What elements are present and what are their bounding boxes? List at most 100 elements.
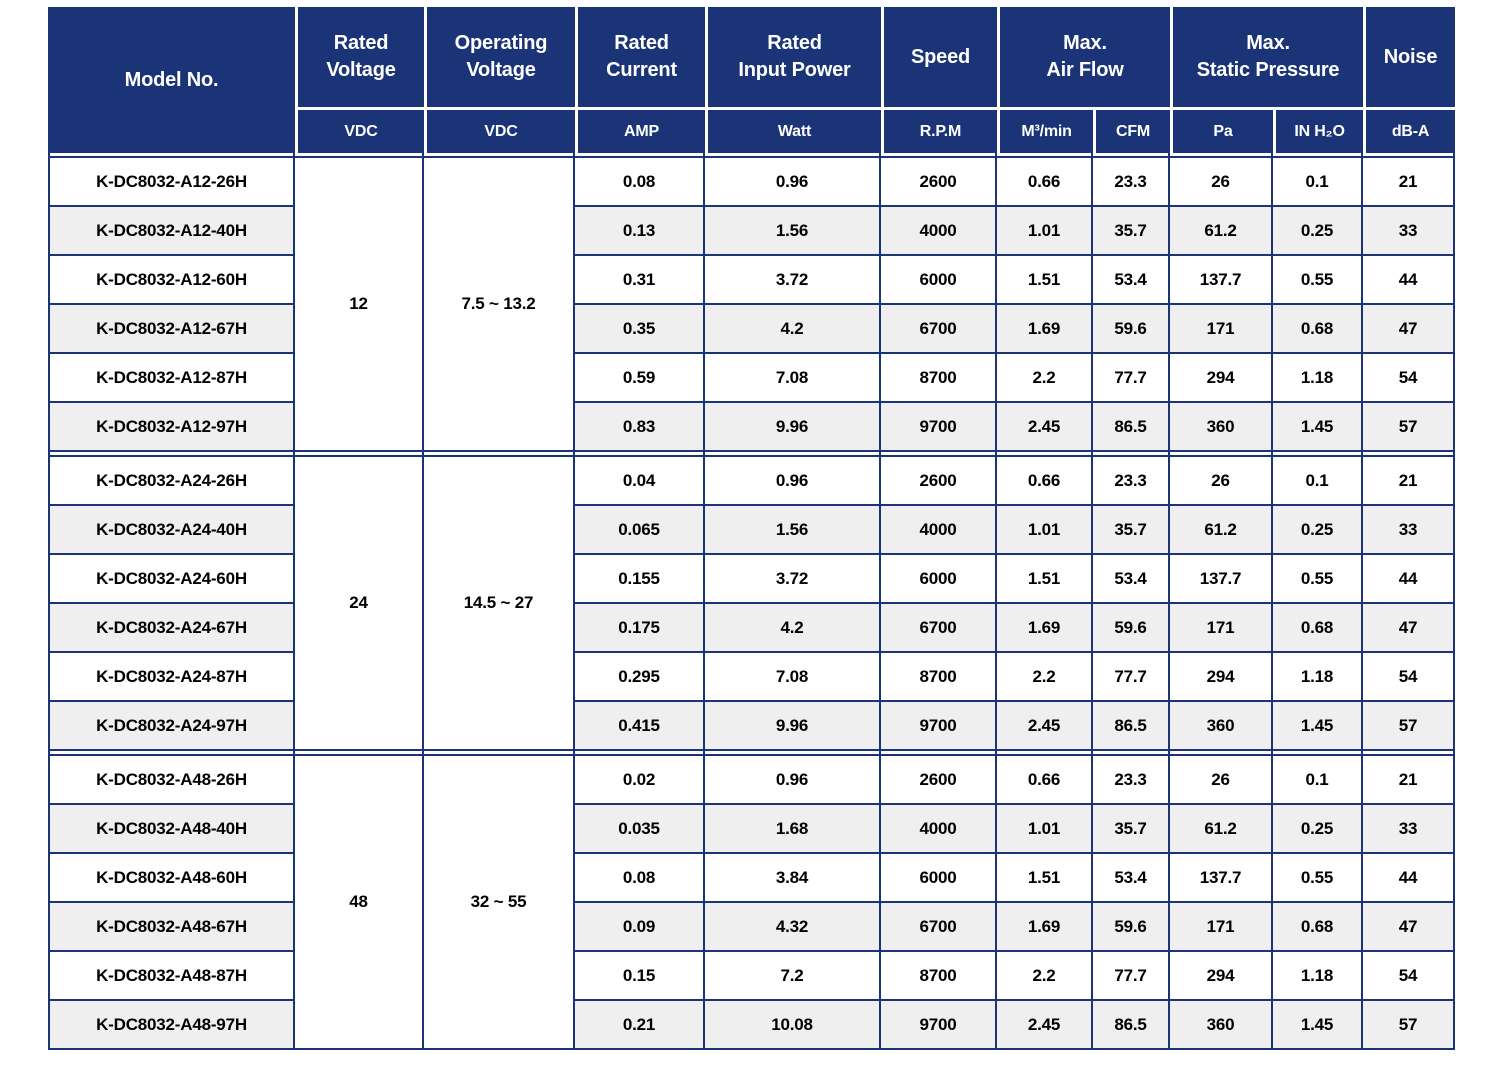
cell-noise: 54 <box>1363 354 1456 403</box>
separator-cell <box>295 153 424 158</box>
cell-airflow-cfm: 77.7 <box>1093 653 1171 702</box>
cell-speed: 6000 <box>881 555 997 604</box>
cell-rated-current: 0.02 <box>575 756 705 805</box>
cell-airflow-cfm: 53.4 <box>1093 854 1171 903</box>
cell-airflow-m3min: 1.01 <box>997 805 1093 854</box>
cell-pressure-pa: 171 <box>1170 305 1274 354</box>
table-row: K-DC8032-A12-97H 0.83 9.96 9700 2.45 86.5 360 1… <box>48 403 1456 452</box>
cell-airflow-m3min: 1.51 <box>997 854 1093 903</box>
rated-voltage-cell: 12 <box>295 158 424 452</box>
group-separator <box>48 153 1456 158</box>
unit-noise: dB-A <box>1363 107 1456 153</box>
cell-pressure-inh2o: 0.55 <box>1273 555 1364 604</box>
separator-cell <box>881 452 997 457</box>
cell-speed: 2600 <box>881 158 997 207</box>
cell-rated-current: 0.21 <box>575 1001 705 1050</box>
cell-rated-current: 0.13 <box>575 207 705 256</box>
cell-airflow-m3min: 0.66 <box>997 457 1093 506</box>
unit-pressure-inh2o: IN H₂O <box>1273 107 1364 153</box>
table-row: K-DC8032-A48-60H 0.08 3.84 6000 1.51 53.4 137.… <box>48 854 1456 903</box>
cell-input-power: 3.84 <box>705 854 881 903</box>
model-cell: K-DC8032-A12-40H <box>48 207 295 256</box>
cell-airflow-m3min: 0.66 <box>997 756 1093 805</box>
cell-airflow-m3min: 0.66 <box>997 158 1093 207</box>
cell-pressure-inh2o: 0.55 <box>1273 854 1364 903</box>
spec-sheet: Model No. Rated Voltage Operating Voltag… <box>48 7 1456 1050</box>
col-header-rated-input-power: Rated Input Power <box>705 7 881 107</box>
cell-speed: 4000 <box>881 805 997 854</box>
header-line: Rated <box>614 32 669 54</box>
cell-rated-current: 0.31 <box>575 256 705 305</box>
cell-pressure-inh2o: 0.1 <box>1273 756 1364 805</box>
separator-cell <box>1093 452 1171 457</box>
model-cell: K-DC8032-A24-26H <box>48 457 295 506</box>
cell-noise: 57 <box>1363 1001 1456 1050</box>
separator-cell <box>705 452 881 457</box>
cell-pressure-pa: 171 <box>1170 604 1274 653</box>
cell-airflow-cfm: 53.4 <box>1093 256 1171 305</box>
table-row: K-DC8032-A24-26H 24 14.5 ~ 27 0.04 0.96 2600 0… <box>48 457 1456 751</box>
header-line: Voltage <box>466 59 536 81</box>
cell-noise: 57 <box>1363 702 1456 751</box>
header-line: Speed <box>910 45 971 68</box>
col-header-max-static-pressure: Max. Static Pressure <box>1170 7 1364 107</box>
unit-rated-voltage: VDC <box>295 107 424 153</box>
cell-rated-current: 0.09 <box>575 903 705 952</box>
cell-speed: 8700 <box>881 653 997 702</box>
model-cell: K-DC8032-A48-97H <box>48 1001 295 1050</box>
cell-input-power: 10.08 <box>705 1001 881 1050</box>
cell-rated-current: 0.83 <box>575 403 705 452</box>
model-cell: K-DC8032-A12-87H <box>48 354 295 403</box>
cell-pressure-inh2o: 1.45 <box>1273 702 1364 751</box>
cell-noise: 44 <box>1363 256 1456 305</box>
cell-pressure-pa: 61.2 <box>1170 805 1274 854</box>
cell-speed: 6000 <box>881 256 997 305</box>
cell-noise: 47 <box>1363 903 1456 952</box>
model-cell: K-DC8032-A12-67H <box>48 305 295 354</box>
model-cell: K-DC8032-A12-26H <box>48 158 295 207</box>
cell-pressure-inh2o: 0.1 <box>1273 158 1364 207</box>
col-header-noise: Noise <box>1363 7 1456 107</box>
cell-noise: 21 <box>1363 158 1456 207</box>
unit-operating-voltage: VDC <box>424 107 575 153</box>
table-row: K-DC8032-A24-87H 0.295 7.08 8700 2.2 77.7 294 1… <box>48 653 1456 702</box>
model-cell: K-DC8032-A48-26H <box>48 756 295 805</box>
separator-cell <box>1170 751 1274 756</box>
header-line: Voltage <box>326 59 396 81</box>
cell-noise: 47 <box>1363 604 1456 653</box>
cell-rated-current: 0.175 <box>575 604 705 653</box>
cell-input-power: 9.96 <box>705 403 881 452</box>
table-row: K-DC8032-A12-67H 0.35 4.2 6700 1.69 59.6 171 0.… <box>48 305 1456 354</box>
table-row: K-DC8032-A48-97H 0.21 10.08 9700 2.45 86.5 360… <box>48 1001 1456 1050</box>
cell-airflow-cfm: 86.5 <box>1093 1001 1171 1050</box>
cell-noise: 33 <box>1363 207 1456 256</box>
header-line: Rated <box>333 32 389 54</box>
cell-speed: 6700 <box>881 305 997 354</box>
cell-airflow-cfm: 23.3 <box>1093 756 1171 805</box>
cell-rated-current: 0.065 <box>575 506 705 555</box>
col-header-model: Model No. <box>48 7 295 153</box>
model-cell: K-DC8032-A48-67H <box>48 903 295 952</box>
separator-cell <box>295 751 424 756</box>
cell-rated-current: 0.035 <box>575 805 705 854</box>
cell-input-power: 3.72 <box>705 555 881 604</box>
cell-airflow-cfm: 59.6 <box>1093 903 1171 952</box>
unit-rated-input-power: Watt <box>705 107 881 153</box>
cell-rated-current: 0.415 <box>575 702 705 751</box>
cell-input-power: 7.08 <box>705 354 881 403</box>
separator-cell <box>1273 751 1364 756</box>
model-cell: K-DC8032-A24-97H <box>48 702 295 751</box>
table-row: K-DC8032-A48-87H 0.15 7.2 8700 2.2 77.7 294 1.1… <box>48 952 1456 1001</box>
cell-speed: 2600 <box>881 756 997 805</box>
separator-cell <box>48 153 295 158</box>
table-row: K-DC8032-A48-67H 0.09 4.32 6700 1.69 59.6 171 0… <box>48 903 1456 952</box>
table-row: K-DC8032-A24-97H 0.415 9.96 9700 2.45 86.5 360… <box>48 702 1456 751</box>
spec-table: Model No. Rated Voltage Operating Voltag… <box>48 7 1456 1050</box>
model-cell: K-DC8032-A12-60H <box>48 256 295 305</box>
cell-pressure-inh2o: 0.68 <box>1273 604 1364 653</box>
separator-cell <box>575 751 705 756</box>
col-header-rated-voltage: Rated Voltage <box>295 7 424 107</box>
col-header-rated-current: Rated Current <box>575 7 705 107</box>
separator-cell <box>424 153 575 158</box>
separator-cell <box>997 751 1093 756</box>
